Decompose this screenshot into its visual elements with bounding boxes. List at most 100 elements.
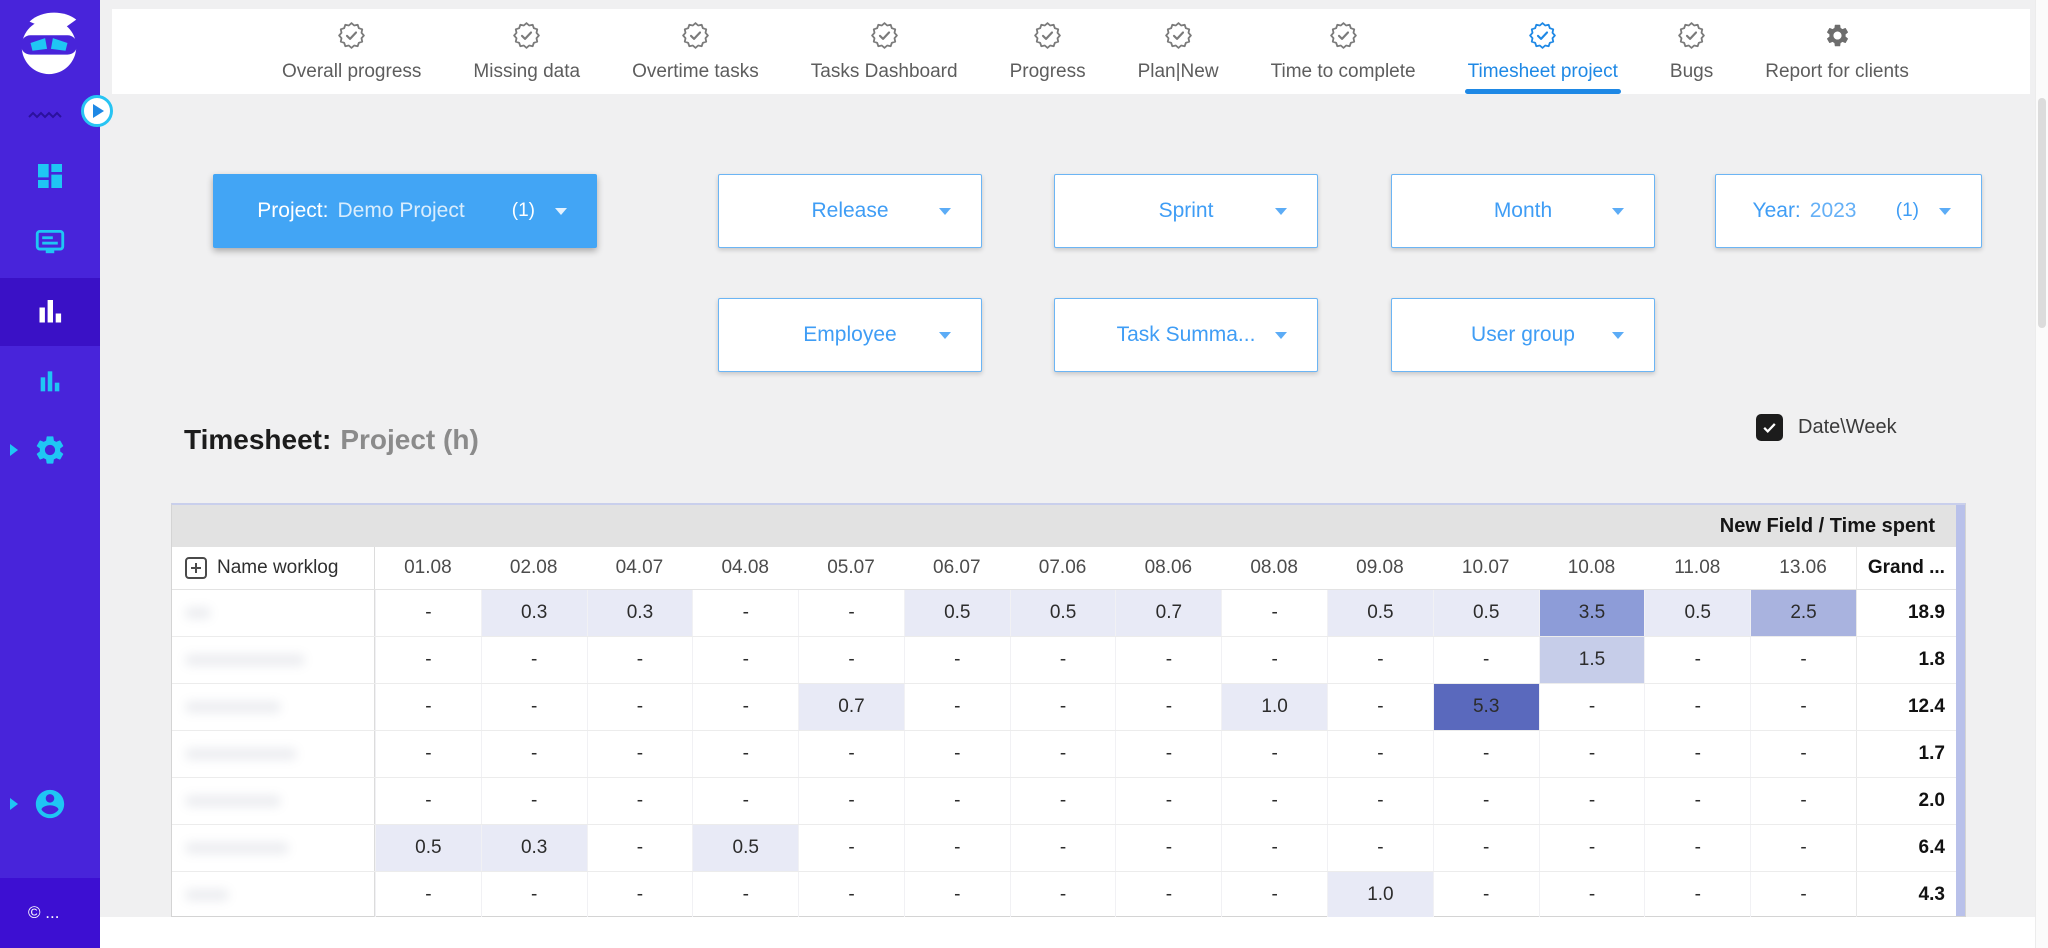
sidebar-item-account[interactable] [0,784,100,824]
time-cell[interactable]: - [375,590,481,636]
time-cell[interactable]: - [692,684,798,730]
table-scrollbar[interactable] [1956,505,1965,916]
time-cell[interactable]: 0.3 [480,590,587,636]
time-cell[interactable]: - [1432,872,1539,918]
time-cell[interactable]: - [692,778,798,824]
time-cell[interactable]: - [1115,825,1221,871]
sidebar-item-reports-active[interactable] [0,278,100,346]
time-cell[interactable]: 1.5 [1538,637,1645,683]
sidebar-expand-button[interactable] [81,95,113,127]
time-cell[interactable]: - [692,590,798,636]
time-cell[interactable]: - [1644,684,1750,730]
time-cell[interactable]: - [1327,637,1433,683]
time-cell[interactable]: - [586,684,693,730]
time-cell[interactable]: - [1538,825,1645,871]
app-logo[interactable] [13,8,85,78]
time-cell[interactable]: - [1644,825,1750,871]
tab-progress[interactable]: Progress [1010,9,1086,94]
time-cell[interactable]: 0.5 [1644,590,1751,636]
time-cell[interactable]: - [903,637,1010,683]
filter-user-group[interactable]: User group [1391,298,1655,372]
filter-project[interactable]: Project: Demo Project (1) [213,174,597,248]
time-cell[interactable]: - [903,731,1010,777]
time-cell[interactable]: - [375,637,481,683]
time-cell[interactable]: - [1115,684,1221,730]
time-cell[interactable]: - [1327,825,1433,871]
time-cell[interactable]: - [1009,684,1116,730]
time-cell[interactable]: - [1538,778,1645,824]
time-cell[interactable]: - [1115,778,1221,824]
time-cell[interactable]: 0.3 [480,825,587,871]
time-cell[interactable]: 0.5 [375,825,481,871]
time-cell[interactable]: - [1327,778,1433,824]
filter-year[interactable]: Year: 2023 (1) [1715,174,1982,248]
time-cell[interactable]: - [798,872,904,918]
sidebar-item-settings[interactable] [0,430,100,470]
worklog-name-cell[interactable] [172,590,375,636]
time-cell[interactable]: - [1221,778,1327,824]
time-cell[interactable]: 0.5 [1432,590,1539,636]
time-cell[interactable]: - [1644,637,1750,683]
time-cell[interactable]: 1.0 [1327,872,1433,918]
tab-overtime-tasks[interactable]: Overtime tasks [632,9,759,94]
time-cell[interactable]: - [586,637,693,683]
time-cell[interactable]: 1.0 [1221,684,1328,730]
time-cell[interactable]: - [1644,731,1750,777]
time-cell[interactable]: - [375,684,481,730]
filter-employee[interactable]: Employee [718,298,982,372]
time-cell[interactable]: - [480,684,587,730]
time-cell[interactable]: - [798,637,904,683]
expand-all-button[interactable] [185,557,207,579]
time-cell[interactable]: - [1750,637,1856,683]
time-cell[interactable]: - [1644,872,1750,918]
time-cell[interactable]: - [1115,872,1221,918]
time-cell[interactable]: - [1750,825,1856,871]
time-cell[interactable]: 0.5 [903,590,1010,636]
time-cell[interactable]: - [375,872,481,918]
filter-month[interactable]: Month [1391,174,1655,248]
time-cell[interactable]: - [1432,825,1539,871]
time-cell[interactable]: - [692,637,798,683]
time-cell[interactable]: - [1327,684,1433,730]
sidebar-item-dashboard[interactable] [0,156,100,196]
time-cell[interactable]: - [375,731,481,777]
time-cell[interactable]: - [586,825,693,871]
time-cell[interactable]: - [1221,825,1327,871]
tab-missing-data[interactable]: Missing data [473,9,580,94]
time-cell[interactable]: - [375,778,481,824]
time-cell[interactable]: - [1115,637,1221,683]
time-cell[interactable]: - [1644,778,1750,824]
tab-plan-new[interactable]: Plan|New [1138,9,1219,94]
time-cell[interactable]: - [692,731,798,777]
worklog-name-cell[interactable] [172,778,375,824]
time-cell[interactable]: - [586,731,693,777]
filter-task-summa[interactable]: Task Summa... [1054,298,1318,372]
time-cell[interactable]: - [903,872,1010,918]
time-cell[interactable]: 0.5 [692,825,799,871]
time-cell[interactable]: - [586,872,693,918]
time-cell[interactable]: 5.3 [1432,684,1539,730]
time-cell[interactable]: - [1221,590,1327,636]
worklog-name-cell[interactable] [172,825,375,871]
page-scrollbar-thumb[interactable] [2038,98,2046,328]
time-cell[interactable]: - [1221,872,1327,918]
time-cell[interactable]: 2.5 [1750,590,1856,636]
time-cell[interactable]: - [1538,731,1645,777]
time-cell[interactable]: - [1432,637,1539,683]
tab-overall-progress[interactable]: Overall progress [282,9,421,94]
time-cell[interactable]: 0.3 [586,590,693,636]
worklog-name-cell[interactable] [172,872,375,918]
time-cell[interactable]: - [1009,778,1116,824]
tab-timesheet-project[interactable]: Timesheet project [1464,9,1622,94]
time-cell[interactable]: - [1432,778,1539,824]
time-cell[interactable]: - [1750,684,1856,730]
time-cell[interactable]: - [1750,731,1856,777]
time-cell[interactable]: - [798,778,904,824]
filter-release[interactable]: Release [718,174,982,248]
time-cell[interactable]: - [1221,637,1327,683]
worklog-name-cell[interactable] [172,637,375,683]
time-cell[interactable]: - [480,731,587,777]
time-cell[interactable]: 0.7 [798,684,904,730]
time-cell[interactable]: 3.5 [1538,590,1645,636]
time-cell[interactable]: - [1115,731,1221,777]
